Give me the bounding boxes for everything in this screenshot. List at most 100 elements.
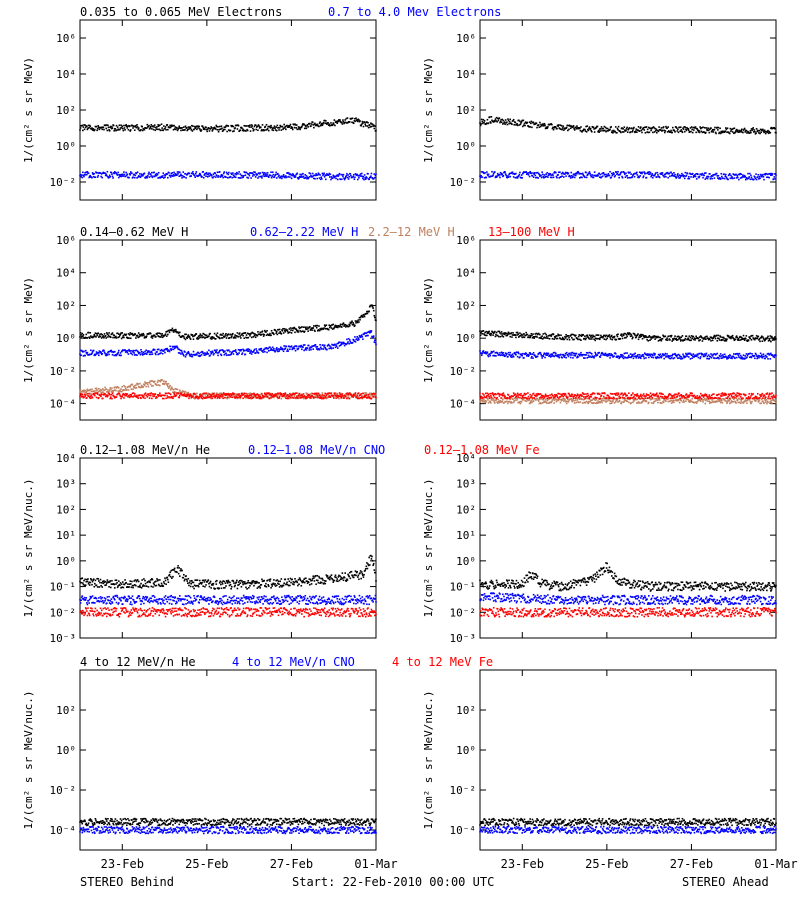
data-point — [98, 387, 100, 390]
data-point — [578, 173, 581, 175]
data-point — [521, 336, 524, 339]
data-point — [171, 348, 173, 351]
data-point — [204, 354, 207, 356]
data-point — [721, 175, 723, 178]
data-point — [505, 174, 508, 177]
data-point — [770, 126, 773, 129]
data-point — [252, 393, 254, 395]
data-point — [766, 176, 768, 179]
data-point — [214, 172, 216, 174]
data-point — [582, 334, 585, 336]
data-point — [214, 349, 216, 352]
data-point — [482, 122, 484, 125]
data-point — [321, 124, 324, 127]
data-point — [118, 173, 121, 176]
data-point — [582, 353, 585, 356]
data-point — [94, 387, 97, 390]
data-point — [719, 132, 722, 135]
data-point — [583, 353, 586, 356]
data-point — [492, 121, 495, 123]
data-point — [588, 171, 591, 173]
data-point — [536, 176, 538, 179]
data-point — [198, 337, 200, 339]
data-point — [354, 324, 356, 327]
data-point — [494, 352, 497, 354]
data-point — [507, 333, 509, 336]
data-point — [733, 339, 736, 342]
data-point — [217, 354, 219, 357]
data-point — [119, 394, 121, 396]
data-point — [146, 382, 149, 384]
data-point — [118, 392, 121, 395]
data-point — [330, 176, 333, 178]
data-point — [639, 336, 642, 338]
data-point — [211, 130, 214, 132]
data-point — [321, 397, 323, 400]
data-point — [522, 119, 525, 122]
data-point — [283, 176, 286, 179]
data-point — [731, 128, 733, 131]
data-point — [740, 128, 743, 131]
data-point — [589, 172, 591, 175]
data-point — [102, 171, 105, 174]
data-point — [775, 131, 777, 134]
data-point — [129, 174, 131, 176]
data-point — [104, 395, 107, 398]
data-point — [223, 393, 226, 396]
series-0 — [479, 116, 777, 135]
data-point — [481, 332, 484, 335]
data-point — [697, 337, 700, 340]
data-point — [509, 118, 512, 121]
data-point — [759, 177, 761, 180]
data-point — [264, 125, 267, 128]
data-point — [658, 336, 660, 339]
data-point — [241, 332, 244, 335]
data-point — [174, 173, 177, 175]
data-point — [498, 173, 501, 176]
data-point — [232, 174, 235, 176]
data-point — [576, 125, 578, 127]
data-point — [573, 338, 575, 341]
data-point — [759, 340, 761, 343]
data-point — [325, 122, 328, 125]
y-tick-label: 10⁴ — [456, 267, 476, 280]
data-point — [160, 395, 162, 398]
data-point — [343, 394, 346, 397]
data-point — [325, 397, 328, 400]
data-point — [274, 350, 277, 352]
data-point — [179, 352, 181, 354]
data-point — [319, 178, 322, 181]
data-point — [230, 173, 233, 175]
data-point — [106, 170, 109, 173]
data-point — [641, 131, 643, 134]
data-point — [365, 392, 368, 394]
data-point — [129, 384, 132, 386]
data-point — [371, 123, 374, 126]
data-point — [509, 351, 512, 354]
data-point — [85, 351, 88, 354]
data-point — [212, 395, 215, 398]
data-point — [359, 120, 361, 122]
data-point — [331, 344, 334, 346]
data-point — [213, 395, 216, 397]
data-point — [167, 176, 169, 179]
data-point — [597, 174, 599, 177]
data-point — [354, 117, 356, 120]
data-point — [364, 123, 366, 126]
data-point — [226, 396, 229, 398]
data-point — [256, 334, 259, 337]
data-point — [190, 394, 193, 397]
data-point — [600, 334, 602, 337]
data-point — [167, 350, 169, 352]
data-point — [633, 173, 635, 175]
data-point — [163, 348, 166, 351]
data-point — [229, 333, 232, 336]
data-point — [92, 392, 95, 395]
data-point — [370, 331, 372, 333]
data-point — [211, 336, 214, 338]
data-point — [612, 129, 615, 132]
data-point — [330, 178, 332, 181]
data-point — [299, 394, 302, 397]
data-point — [233, 392, 235, 395]
data-point — [500, 354, 502, 356]
